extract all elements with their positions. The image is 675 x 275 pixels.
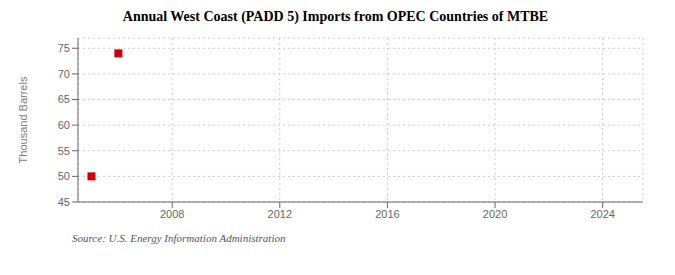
svg-text:2024: 2024	[590, 208, 614, 220]
svg-text:60: 60	[58, 119, 70, 131]
svg-text:2008: 2008	[160, 208, 184, 220]
svg-text:45: 45	[58, 196, 70, 208]
svg-text:75: 75	[58, 42, 70, 54]
svg-text:2012: 2012	[268, 208, 292, 220]
svg-text:50: 50	[58, 170, 70, 182]
svg-text:65: 65	[58, 93, 70, 105]
html-text:Annual West Coast (PADD 5) Imp: Annual West Coast (PADD 5) Imports from …	[122, 9, 549, 24]
svg-text:2020: 2020	[483, 208, 507, 220]
svg-text:Thousand Barrels: Thousand Barrels	[17, 76, 29, 163]
svg-text:55: 55	[58, 145, 70, 157]
html-text:Source: U.S. Energy Informatio: Source: U.S. Energy Information Administ…	[72, 232, 286, 244]
svg-text:2016: 2016	[375, 208, 399, 220]
svg-text:70: 70	[58, 68, 70, 80]
